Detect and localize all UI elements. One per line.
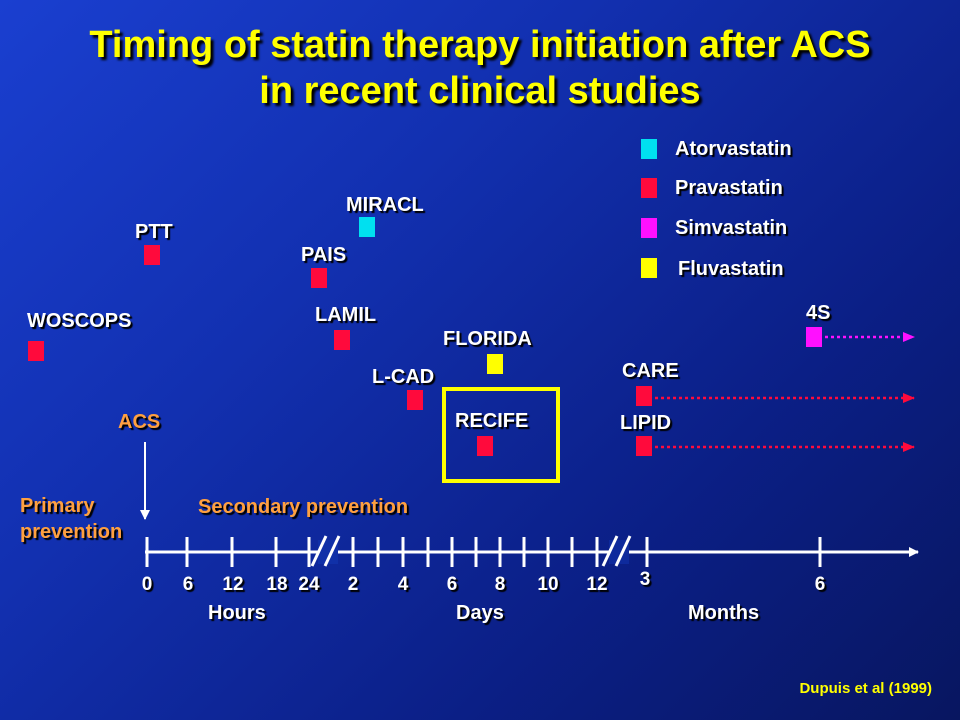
tick-label-days-12: 12 bbox=[586, 574, 608, 595]
tick-label-hours-18: 18 bbox=[266, 574, 288, 595]
study-marker-florida bbox=[487, 354, 503, 374]
unit-label-days: Days bbox=[456, 602, 504, 624]
study-marker-l-cad bbox=[407, 390, 423, 410]
study-marker-recife bbox=[477, 436, 493, 456]
legend-label-atorvastatin: Atorvastatin bbox=[675, 138, 792, 160]
axis-ticks bbox=[145, 537, 822, 567]
tick-label-days-8: 8 bbox=[494, 574, 506, 595]
axis-break-2 bbox=[601, 535, 632, 567]
legend-swatch-pravastatin bbox=[641, 178, 657, 198]
study-marker-ptt bbox=[144, 245, 160, 265]
tick-label-months-6: 6 bbox=[814, 574, 826, 595]
study-label-lipid: LIPID bbox=[620, 412, 672, 434]
title-line-2: in recent clinical studies bbox=[259, 70, 701, 112]
tick-label-hours-24: 24 bbox=[298, 574, 320, 595]
primary-prevention-line-1: Primary bbox=[20, 495, 95, 517]
study-label-lamil: LAMIL bbox=[315, 304, 377, 326]
legend-swatch-fluvastatin bbox=[641, 258, 657, 278]
tick-label-hours-0: 0 bbox=[141, 574, 153, 595]
axis-break-1 bbox=[310, 535, 341, 567]
unit-label-months: Months bbox=[688, 602, 760, 624]
study-marker-care bbox=[636, 386, 652, 406]
title-line-1: Timing of statin therapy initiation afte… bbox=[89, 24, 871, 66]
tick-label-months-3: 3 bbox=[639, 569, 651, 590]
study-label-pais: PAIS bbox=[301, 244, 347, 266]
study-label-care: CARE bbox=[622, 360, 679, 382]
study-label-ptt: PTT bbox=[135, 221, 173, 243]
secondary-prevention-label: Secondary prevention bbox=[198, 496, 409, 518]
unit-label-hours: Hours bbox=[208, 602, 266, 624]
study-marker-miracl bbox=[359, 217, 375, 237]
recife-highlight-box bbox=[442, 387, 560, 483]
legend-swatch-atorvastatin bbox=[641, 139, 657, 159]
tick-label-hours-12: 12 bbox=[222, 574, 244, 595]
legend-label-pravastatin: Pravastatin bbox=[675, 177, 783, 199]
study-label-woscops: WOSCOPS bbox=[27, 310, 132, 332]
study-label-l-cad: L-CAD bbox=[372, 366, 435, 388]
study-label-florida: FLORIDA bbox=[443, 328, 532, 350]
tick-label-days-10: 10 bbox=[537, 574, 559, 595]
study-marker-pais bbox=[311, 268, 327, 288]
study-marker-lipid bbox=[636, 436, 652, 456]
tick-label-days-4: 4 bbox=[397, 574, 409, 595]
acs-label: ACS bbox=[118, 411, 161, 433]
legend-swatch-simvastatin bbox=[641, 218, 657, 238]
study-label-4s: 4S bbox=[806, 302, 831, 324]
primary-prevention-label: Primary prevention bbox=[20, 493, 122, 545]
study-label-recife: RECIFE bbox=[455, 410, 529, 432]
study-marker-4s bbox=[806, 327, 822, 347]
citation: Dupuis et al (1999) bbox=[799, 680, 932, 697]
study-label-miracl: MIRACL bbox=[346, 194, 424, 216]
legend-label-simvastatin: Simvastatin bbox=[675, 217, 788, 239]
study-marker-woscops bbox=[28, 341, 44, 361]
tick-label-hours-6: 6 bbox=[182, 574, 194, 595]
tick-label-days-2: 2 bbox=[347, 574, 359, 595]
study-marker-lamil bbox=[334, 330, 350, 350]
tick-label-days-6: 6 bbox=[446, 574, 458, 595]
slide-title: Timing of statin therapy initiation afte… bbox=[0, 22, 960, 114]
legend-label-fluvastatin: Fluvastatin bbox=[678, 258, 784, 280]
primary-prevention-line-2: prevention bbox=[20, 521, 123, 543]
